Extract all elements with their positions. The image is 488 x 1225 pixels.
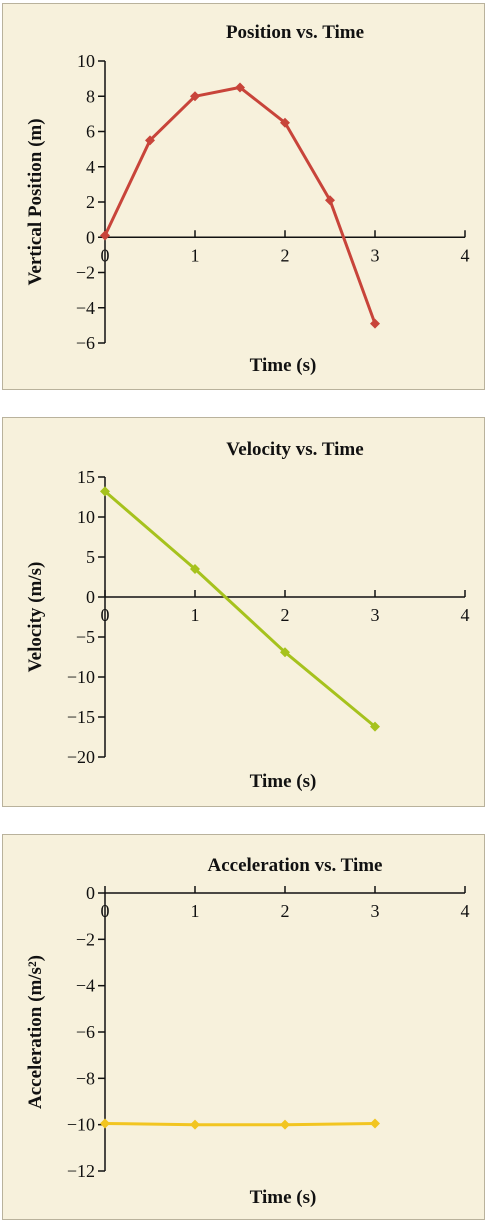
x-tick-label: 3 [371, 901, 380, 921]
data-point-marker [280, 1119, 290, 1130]
y-tick-label: 0 [86, 587, 95, 607]
y-tick-label: 0 [86, 883, 95, 903]
data-point-marker [370, 1118, 380, 1129]
y-tick-label: −6 [76, 1022, 95, 1042]
data-point-marker [100, 230, 110, 241]
data-point-marker [100, 486, 110, 497]
x-tick-label: 1 [191, 901, 200, 921]
position-chart-panel: Position vs. Time −6 −4 −2 0 2 4 6 8 10 0 1 2 3 4 Time … [2, 3, 485, 390]
x-tick-label: 2 [281, 605, 290, 625]
acceleration-chart-panel: Acceleration vs. Time −12 −10 −8 −6 −4 −2 0 0 1 2 3… [2, 834, 485, 1220]
x-tick-label: 0 [101, 901, 110, 921]
y-tick-label: −12 [67, 1161, 95, 1181]
y-tick-label: −20 [67, 747, 95, 767]
series-line [104, 1122, 376, 1127]
y-tick-label: −4 [76, 298, 95, 318]
y-axis-label: Vertical Position (m) [25, 118, 46, 285]
y-tick-label: 0 [86, 227, 95, 247]
data-point-marker [280, 647, 290, 658]
y-tick-label: −6 [76, 333, 95, 353]
x-tick-label: 4 [461, 901, 470, 921]
position-vs-time-chart: Position vs. Time −6 −4 −2 0 2 4 6 8 10 0 1 2 3 4 Time … [25, 22, 470, 376]
data-point-marker [280, 117, 290, 128]
y-tick-label: −2 [76, 929, 95, 949]
chart-title: Position vs. Time [226, 22, 364, 43]
x-tick-label: 0 [101, 605, 110, 625]
x-axis-label: Time (s) [250, 355, 317, 376]
data-point-marker [190, 564, 200, 574]
data-point-marker [370, 318, 380, 329]
x-tick-label: 0 [101, 245, 110, 265]
y-tick-label: 2 [86, 192, 95, 212]
data-point-marker [145, 135, 155, 146]
y-tick-label: −10 [67, 1115, 95, 1135]
x-axis-label: Time (s) [250, 771, 317, 792]
x-tick-label: 4 [461, 605, 470, 625]
series-line [103, 85, 377, 325]
y-tick-label: 10 [77, 51, 95, 71]
x-tick-label: 1 [191, 605, 200, 625]
data-point-marker [370, 721, 380, 732]
y-tick-label: −15 [67, 707, 95, 727]
series-line [104, 490, 376, 728]
y-tick-label: 5 [86, 547, 95, 567]
x-tick-label: 4 [461, 245, 470, 265]
y-axis-label: Acceleration (m/s²) [25, 955, 46, 1109]
data-point-marker [190, 1119, 200, 1130]
x-tick-label: 3 [371, 245, 380, 265]
chart-title: Acceleration vs. Time [207, 855, 382, 876]
velocity-vs-time-chart: Velocity vs. Time −20 −15 −10 −5 0 5 10 15 0 1 2 3 4 T… [25, 439, 470, 792]
y-tick-label: −2 [76, 263, 95, 283]
data-point-marker [190, 91, 200, 102]
y-tick-label: −8 [76, 1068, 95, 1088]
data-point-marker [100, 1118, 110, 1129]
x-tick-label: 3 [371, 605, 380, 625]
x-tick-label: 2 [281, 245, 290, 265]
y-tick-label: 10 [77, 507, 95, 527]
y-tick-label: 6 [86, 122, 95, 142]
y-tick-label: 8 [86, 86, 95, 106]
data-point-marker [325, 195, 335, 206]
y-axis-label: Velocity (m/s) [25, 562, 46, 673]
y-tick-label: −4 [76, 976, 95, 996]
x-axis-label: Time (s) [250, 1187, 317, 1208]
x-tick-label: 1 [191, 245, 200, 265]
acceleration-vs-time-chart: Acceleration vs. Time −12 −10 −8 −6 −4 −2 00 1 2 3… [25, 855, 470, 1208]
velocity-chart-panel: Velocity vs. Time −20 −15 −10 −5 0 5 10 15 0 1 2 3 4 T… [2, 417, 485, 807]
y-tick-label: 15 [77, 467, 95, 487]
y-tick-label: 4 [86, 157, 95, 177]
data-point-marker [235, 82, 245, 93]
y-tick-label: −10 [67, 667, 95, 687]
chart-title: Velocity vs. Time [226, 439, 363, 460]
x-tick-label: 2 [281, 901, 290, 921]
y-tick-label: −5 [76, 627, 95, 647]
